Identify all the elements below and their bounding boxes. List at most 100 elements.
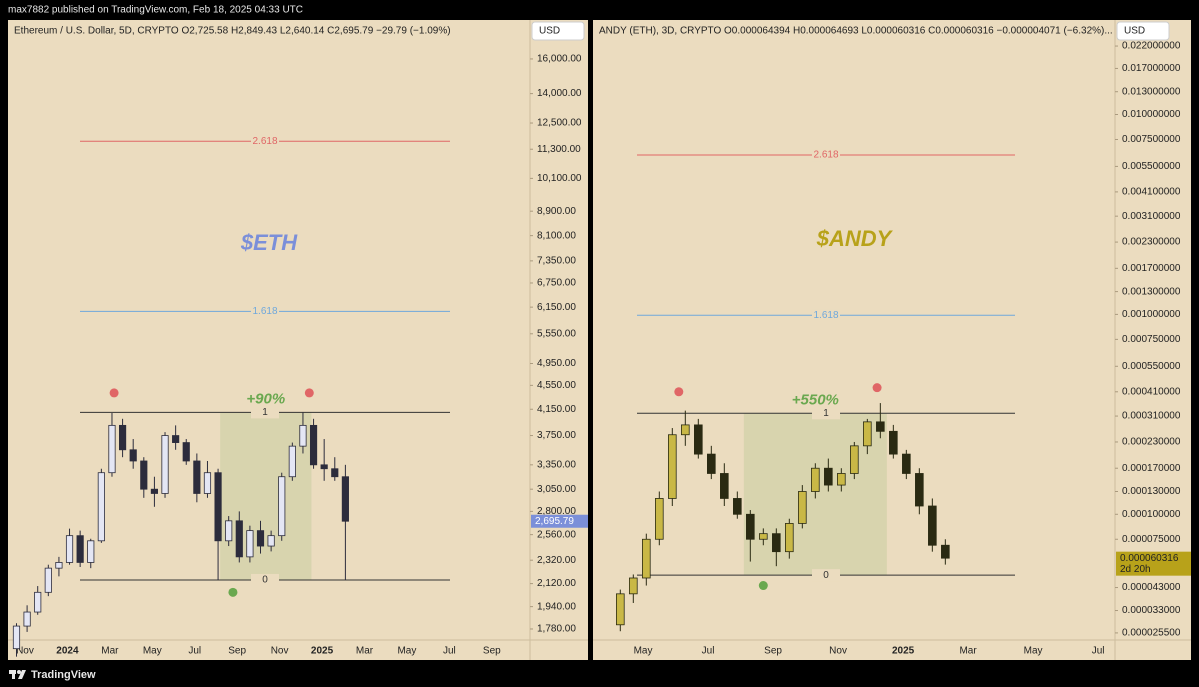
fib-label: 1.618 — [813, 310, 838, 321]
candle-body — [616, 593, 625, 626]
y-tick-label: 0.002300000 — [1122, 237, 1181, 248]
fib-label-bg — [251, 135, 279, 148]
candle-body — [44, 567, 52, 593]
fib-label-bg — [812, 149, 840, 162]
candle-body — [182, 442, 190, 462]
gain-annotation: +550% — [792, 391, 839, 408]
candle-body — [246, 530, 254, 558]
candle-body — [214, 472, 222, 542]
candle-body — [140, 460, 148, 490]
chart-title: $ANDY — [816, 226, 894, 251]
x-tick-label: Nov — [829, 646, 847, 657]
x-tick-label: May — [143, 646, 162, 657]
y-tick-label: 0.000043000 — [1122, 582, 1181, 593]
y-tick-label: 0.000025500 — [1122, 628, 1181, 639]
candle-body — [824, 467, 833, 486]
x-tick-label: Nov — [271, 646, 289, 657]
y-tick-label: 0.001300000 — [1122, 286, 1181, 297]
marker-dot — [872, 383, 882, 393]
candle-body — [150, 488, 158, 494]
candle-body — [193, 460, 201, 494]
candle-body — [97, 472, 105, 542]
candle-body — [12, 625, 21, 650]
chart-legend: Ethereum / U.S. Dollar, 5D, CRYPTO O2,72… — [14, 26, 451, 37]
x-tick-label: Jul — [443, 646, 456, 657]
candle-body — [108, 424, 116, 474]
candle-body — [876, 421, 885, 432]
y-tick-label: 2,320.00 — [537, 555, 576, 566]
candle-body — [203, 472, 212, 494]
x-tick-label: May — [634, 646, 653, 657]
fib-label-bg — [251, 573, 279, 586]
candle-body — [746, 513, 755, 540]
candle-body — [733, 498, 742, 515]
x-tick-label: Mar — [959, 646, 977, 657]
fib-label: 0 — [262, 575, 268, 586]
candle-body — [341, 476, 349, 522]
candle-body — [225, 520, 233, 542]
last-price-box — [1116, 551, 1191, 576]
candle-body — [863, 421, 872, 447]
y-tick-label: 0.003100000 — [1122, 211, 1181, 222]
candle-body — [288, 445, 296, 478]
y-tick-label: 3,750.00 — [537, 430, 576, 441]
candle-body — [23, 611, 31, 627]
x-tick-label: Nov — [16, 646, 34, 657]
fib-label-bg — [251, 406, 279, 419]
candle-body — [720, 473, 729, 499]
candle-body — [694, 424, 703, 455]
x-tick-label: Jul — [188, 646, 201, 657]
y-tick-label: 16,000.00 — [537, 54, 582, 65]
candle-body — [278, 476, 286, 537]
y-tick-label: 0.000310000 — [1122, 411, 1181, 422]
currency: USD — [1124, 26, 1145, 37]
y-tick-label: 2,800.00 — [537, 506, 576, 517]
y-tick-label: 6,750.00 — [537, 278, 576, 289]
candle-body — [902, 453, 911, 474]
currency-button[interactable] — [1116, 21, 1170, 41]
candle-body — [759, 533, 768, 540]
y-tick-label: 6,150.00 — [537, 302, 576, 313]
marker-dot — [758, 581, 768, 591]
candle-body — [772, 533, 781, 553]
y-tick-label: 0.000750000 — [1122, 334, 1181, 345]
fib-label: 2.618 — [252, 136, 277, 147]
candle-body — [172, 435, 180, 443]
chart-legend: ANDY (ETH), 3D, CRYPTO O0.000064394 H0.0… — [599, 26, 1113, 37]
y-tick-label: 3,050.00 — [537, 484, 576, 495]
fib-label: 1 — [823, 408, 829, 419]
candle-body — [928, 505, 937, 546]
x-tick-label: Mar — [356, 646, 374, 657]
candle-body — [119, 424, 127, 451]
currency-button[interactable] — [531, 21, 585, 41]
candle-body — [629, 577, 638, 595]
fib-label: 2.618 — [813, 150, 838, 161]
y-tick-label: 2,560.00 — [537, 529, 576, 540]
candle-body — [642, 538, 651, 579]
x-tick-label: May — [1024, 646, 1043, 657]
x-tick-label: 2025 — [892, 646, 915, 657]
fib-label: 0 — [823, 570, 829, 581]
y-tick-label: 0.000170000 — [1122, 463, 1181, 474]
fib-label-bg — [251, 305, 279, 318]
y-tick-label: 0.000033000 — [1122, 605, 1181, 616]
candle-body — [668, 434, 677, 499]
candle-body — [707, 453, 716, 474]
y-tick-label: 0.000130000 — [1122, 486, 1181, 497]
y-tick-label: 7,350.00 — [537, 256, 576, 267]
y-tick-label: 0.005500000 — [1122, 161, 1181, 172]
brand: TradingView — [31, 669, 96, 681]
tv-logo — [9, 670, 26, 679]
y-tick-label: 0.001700000 — [1122, 263, 1181, 274]
candle-body — [34, 591, 42, 613]
candle-body — [235, 520, 243, 558]
y-tick-label: 12,500.00 — [537, 118, 582, 129]
y-tick-label: 0.022000000 — [1122, 41, 1181, 52]
fib-label-bg — [812, 407, 840, 420]
candle-body — [850, 445, 859, 474]
y-tick-label: 2,120.00 — [537, 578, 576, 589]
candle-body — [798, 491, 807, 524]
y-tick-label: 8,100.00 — [537, 230, 576, 241]
candle-body — [256, 530, 265, 547]
candle-body — [161, 435, 169, 494]
